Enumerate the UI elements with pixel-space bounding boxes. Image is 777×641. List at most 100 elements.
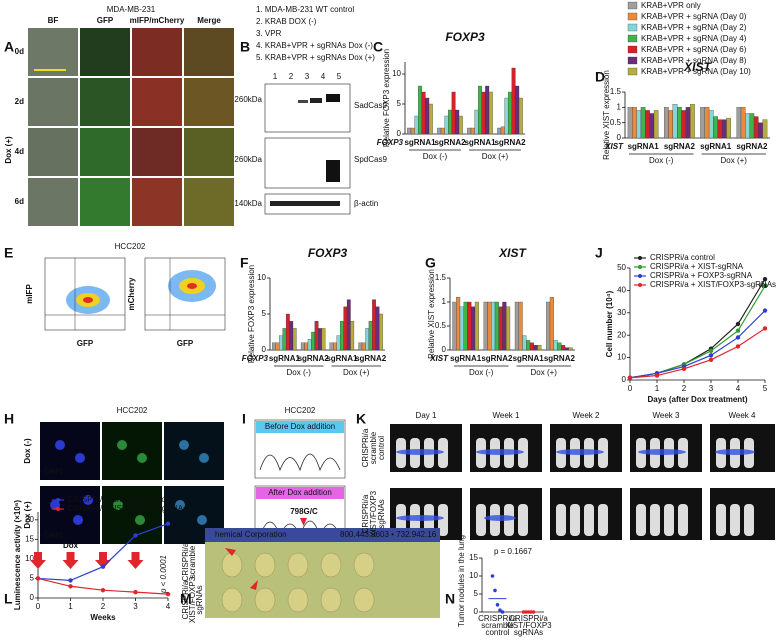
row-label: control	[377, 436, 386, 460]
bar	[653, 110, 659, 139]
dox-arrow	[30, 552, 46, 569]
bar	[677, 107, 682, 139]
stain-label: XIST	[168, 469, 186, 478]
condition: 3. VPR	[256, 29, 282, 38]
panel-b-blot	[264, 83, 351, 215]
point	[762, 277, 768, 282]
row-label: XIST	[604, 142, 624, 151]
bar	[740, 107, 746, 139]
x-tick-label: 2	[101, 602, 106, 611]
x-tick-label: sgRNA2	[355, 354, 387, 363]
panel-letter: M	[180, 591, 192, 607]
legend-label: CRISPRi/a control	[650, 253, 715, 262]
bar	[713, 116, 718, 139]
y-tick-label: 0.5	[610, 118, 622, 127]
x-tick-label: control	[485, 628, 509, 637]
bar	[336, 335, 341, 351]
x-tick-label: 2	[682, 384, 687, 393]
y-tick-label: 10	[392, 69, 401, 78]
y-tick-label: 0	[617, 133, 622, 142]
row-label: FOXP3	[242, 354, 269, 363]
group-label: Dox (+)	[343, 368, 370, 377]
bar	[448, 109, 452, 135]
column-label: GFP	[97, 16, 114, 25]
legend-label: CRISPRi/a + XIST/FOXP3-sgRNAs	[650, 280, 776, 289]
bar	[504, 97, 509, 135]
bar	[321, 328, 326, 351]
legend-label: KRAB+VPR + sgRNA (Day 4)	[641, 34, 747, 43]
y-tick-label: 0	[262, 345, 267, 354]
stain-label: DAPI	[168, 459, 187, 468]
y-tick-label: 0	[442, 345, 447, 354]
x-tick-label: sgRNA1	[404, 138, 436, 147]
mutation-label: 798G/C	[290, 507, 318, 516]
point	[762, 326, 768, 331]
x-tick-label: sgRNA1	[326, 354, 358, 363]
chart-title: XIST	[498, 246, 527, 260]
bar	[471, 306, 476, 351]
bar	[272, 342, 276, 351]
bar	[488, 91, 493, 135]
legend-label: KRAB+VPR + sgRNA (Day 8)	[641, 56, 747, 65]
bar	[282, 328, 287, 351]
y-tick-label: 5	[474, 589, 479, 598]
bar	[304, 342, 309, 351]
bar	[418, 85, 422, 135]
point	[735, 321, 741, 327]
bar	[649, 113, 655, 139]
bar	[640, 107, 646, 139]
bar	[526, 340, 531, 351]
panel-h-images	[40, 422, 224, 544]
point	[100, 564, 106, 569]
bar	[511, 67, 516, 135]
x-tick-label: 0	[36, 602, 41, 611]
legend-marker	[638, 274, 642, 278]
bar	[514, 301, 519, 351]
group-label: Dox (+)	[482, 152, 509, 161]
lane-label: 2	[289, 72, 294, 81]
bar	[533, 345, 538, 351]
bar	[518, 301, 523, 351]
bar	[470, 127, 475, 135]
legend-label: CRISPRi/a + XIST-sgRNA	[650, 262, 744, 271]
x-tick-label: sgRNA2	[544, 354, 576, 363]
lane-label: 3	[305, 72, 310, 81]
condition: 4. KRAB+VPR + sgRNAs Dox (-)	[256, 41, 373, 50]
bar	[557, 342, 562, 351]
bar	[329, 342, 334, 351]
x-tick-label: 4	[736, 384, 741, 393]
y-tick-label: 15	[25, 534, 34, 543]
panel-m-photo	[205, 528, 440, 618]
y-tick-label: 10	[617, 353, 626, 362]
row-label: XIST	[429, 354, 449, 363]
bar	[664, 107, 669, 139]
legend-swatch	[627, 45, 638, 54]
legend-swatch	[627, 67, 638, 76]
bar	[318, 328, 322, 351]
row-label: 4d	[15, 147, 24, 156]
row-label: CRISPRi/a	[181, 580, 190, 619]
group-label: Dox (-)	[469, 368, 494, 377]
stain-label: XIST	[120, 531, 138, 540]
bar	[275, 342, 280, 351]
panel-letter: A	[4, 39, 14, 55]
bar	[708, 110, 714, 139]
bar	[467, 127, 472, 135]
bar	[627, 107, 633, 139]
bar	[537, 345, 542, 351]
point	[627, 375, 633, 380]
panel-i-chromatograms	[254, 419, 346, 545]
bar	[753, 116, 759, 139]
bar	[463, 301, 468, 351]
row-label: 2d	[15, 97, 24, 106]
bar	[279, 335, 283, 351]
bar	[314, 321, 319, 351]
bar	[289, 321, 294, 351]
x-tick-label: sgRNA2	[494, 138, 526, 147]
y-tick-label: 20	[25, 515, 34, 524]
bar	[444, 115, 449, 135]
bar	[681, 110, 687, 139]
legend-label: KRAB+VPR + sgRNA (Day 6)	[641, 45, 747, 54]
bar	[307, 339, 312, 351]
legend-label: KRAB+VPR + sgRNA (Day 2)	[641, 23, 747, 32]
